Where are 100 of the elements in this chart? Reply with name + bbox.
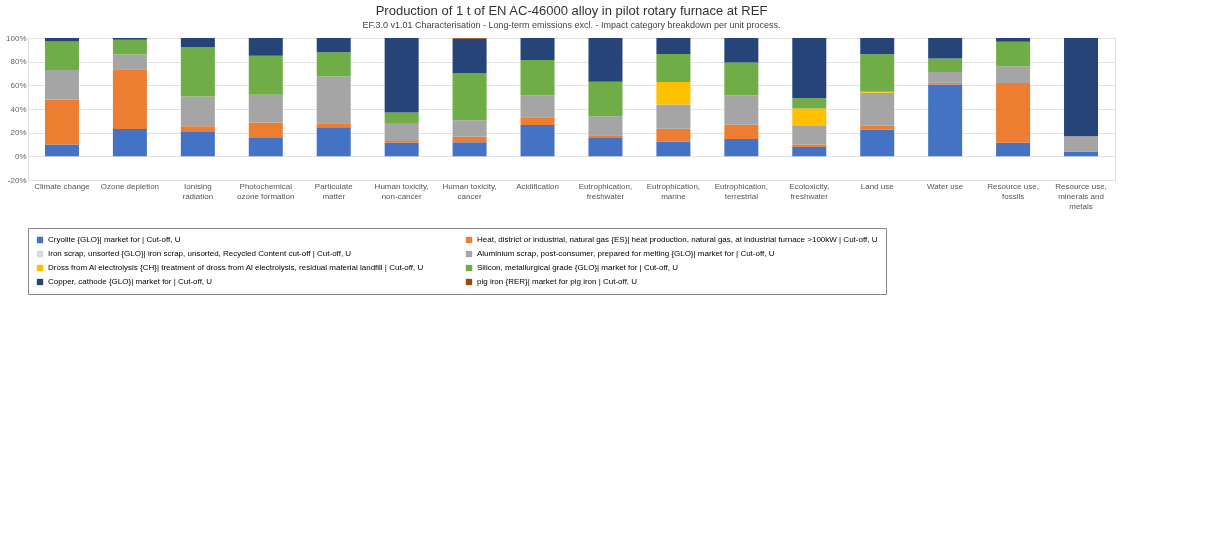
x-tick-label: Eutrophication, marine [646, 181, 701, 201]
bar [384, 123, 419, 141]
bar [248, 137, 283, 157]
x-tick-label: Ecotoxicity, freshwater [789, 181, 830, 201]
bar [792, 98, 827, 109]
bar [996, 38, 1031, 42]
bar [520, 95, 555, 118]
bar [724, 62, 759, 96]
bar [588, 38, 623, 82]
bar [316, 76, 351, 124]
legend-label: Silicon, metallurgical grade {GLO}| market for | Cut-off, U [477, 263, 679, 272]
bar [588, 137, 623, 157]
x-tick-label: Resource use, fossils [987, 181, 1039, 201]
x-tick-label: Ozone depletion [100, 181, 160, 191]
bar [180, 38, 215, 47]
bar [1064, 38, 1099, 137]
x-tick-label: Eutrophication, freshwater [578, 181, 633, 201]
bar [112, 54, 147, 70]
bar [384, 112, 419, 124]
bar [860, 92, 895, 126]
bar [656, 128, 691, 142]
y-tick-label: 80% [10, 57, 27, 67]
legend-label: pig iron {RER}| market for pig iron | Cut-off, U [477, 277, 638, 286]
bar [792, 147, 827, 157]
x-tick-label: Acidification [516, 181, 559, 191]
bar [44, 38, 79, 42]
bar [860, 54, 895, 92]
bar [384, 142, 419, 157]
bar [520, 38, 555, 60]
bar [248, 55, 283, 95]
bar [928, 38, 963, 59]
legend-label: Aluminium scrap, post-consumer, prepared for melting {GLO}| market for | Cut-off, U [477, 249, 775, 258]
bar [656, 38, 691, 55]
bar [180, 132, 215, 157]
bar [928, 58, 963, 72]
bar [792, 108, 827, 126]
bar [316, 38, 351, 53]
bar [792, 38, 827, 99]
y-tick-label: 60% [10, 80, 27, 90]
bar [112, 39, 147, 55]
bar [452, 120, 487, 137]
bar [656, 54, 691, 83]
y-tick-label: -20% [7, 175, 27, 185]
bar [724, 38, 759, 63]
bar [384, 38, 419, 113]
bar [656, 104, 691, 129]
bar [724, 95, 759, 125]
bar [996, 142, 1031, 157]
bar [928, 84, 963, 157]
bar [588, 116, 623, 136]
bar [860, 129, 895, 157]
bar [520, 117, 555, 125]
bar [316, 127, 351, 157]
bar [248, 122, 283, 138]
bar [452, 72, 487, 121]
bar [248, 38, 283, 56]
y-tick-label: 100% [6, 33, 27, 43]
bar [588, 81, 623, 117]
bar [44, 41, 79, 70]
bar [996, 41, 1031, 67]
legend-label: Cryolite {GLO}| market for | Cut-off, U [48, 235, 181, 244]
bar [180, 126, 215, 133]
bar [316, 52, 351, 77]
bar [1064, 136, 1099, 152]
bar [860, 38, 895, 55]
legend-label: Copper, cathode {GLO}| market for | Cut-off, U [48, 277, 213, 286]
bar [452, 38, 487, 73]
x-tick-label: Human toxicity, cancer [442, 181, 497, 201]
bar [112, 129, 147, 157]
x-tick-label: Resource use, minerals and metals [1055, 181, 1107, 211]
bar [656, 82, 691, 105]
bar [520, 59, 555, 96]
x-tick-label: Human toxicity, non-cancer [374, 181, 429, 201]
bar [860, 125, 895, 130]
bar [112, 69, 147, 130]
legend-label: Heat, district or industrial, natural gas {ES}| heat production, natural gas, at industrial furnace >100kW | Cut-off, U [477, 235, 878, 244]
x-tick-label: Photochemical ozone formation [237, 181, 295, 201]
y-tick-label: 20% [10, 128, 27, 138]
bar [656, 141, 691, 157]
bar [588, 135, 623, 138]
bar [316, 123, 351, 128]
x-tick-label: Ionising radiation [182, 181, 214, 201]
bar [996, 83, 1031, 143]
bar [44, 99, 79, 145]
x-tick-label: Particulate matter [314, 181, 354, 201]
x-tick-label: Water use [927, 181, 964, 191]
chart-title: Production of 1 t of EN AC-46000 alloy in pilot rotary furnace at REF [375, 3, 768, 18]
bar [792, 125, 827, 145]
bar [724, 138, 759, 157]
legend-label: Dross from Al electrolysis {CH}| treatment of dross from Al electrolysis, residual material landfill | Cut-off, U [48, 263, 424, 272]
legend-label: Iron scrap, unsorted {GLO}| iron scrap, unsorted, Recycled Content cut-off | Cut-off, U [48, 249, 352, 258]
bar [180, 46, 215, 97]
y-tick-label: 0% [14, 151, 27, 161]
y-tick-label: 40% [10, 104, 27, 114]
x-tick-label: Eutrophication, terrestrial [714, 181, 769, 201]
bar [452, 136, 487, 143]
bar [520, 124, 555, 157]
bar [724, 124, 759, 139]
x-tick-label: Climate change [34, 181, 91, 191]
chart-subtitle: EF.3.0 v1.01 Characterisation - Long-term emissions excl. - Impact category breakdown per unit process. [362, 20, 781, 30]
